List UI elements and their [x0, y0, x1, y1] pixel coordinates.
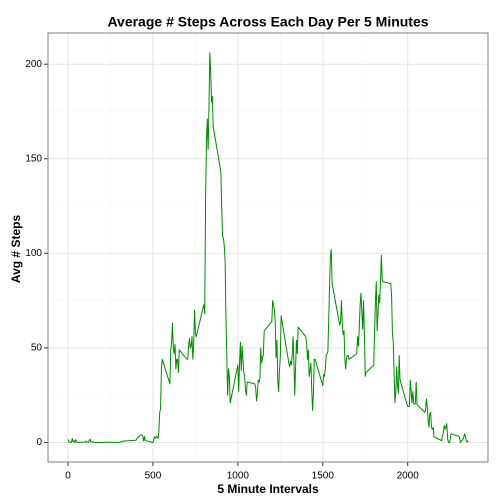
data-line — [67, 52, 469, 444]
x-axis-label: 5 Minute Intervals — [217, 482, 319, 496]
chart-title: Average # Steps Across Each Day Per 5 Mi… — [107, 14, 428, 30]
y-tick-label: 0 — [36, 437, 42, 448]
y-tick-label: 100 — [25, 248, 42, 259]
x-tick-label: 1500 — [312, 471, 335, 482]
x-tick-label: 0 — [65, 471, 71, 482]
y-tick-label: 150 — [25, 153, 42, 164]
panel-border — [47, 32, 489, 463]
x-tick-label: 500 — [145, 471, 162, 482]
x-tick-label: 1000 — [227, 471, 250, 482]
x-tick-label: 2000 — [397, 471, 420, 482]
y-axis-label: Avg # Steps — [9, 215, 23, 284]
y-tick-label: 50 — [31, 343, 43, 354]
y-tick-label: 200 — [25, 59, 42, 70]
